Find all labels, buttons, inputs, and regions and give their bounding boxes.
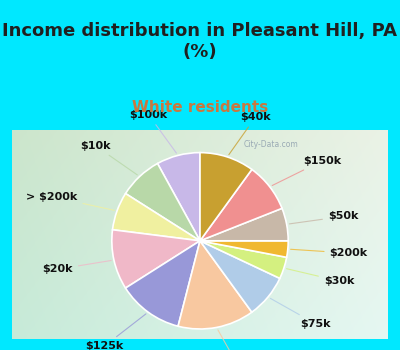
Wedge shape [200, 208, 288, 241]
Text: Income distribution in Pleasant Hill, PA
(%): Income distribution in Pleasant Hill, PA… [2, 22, 398, 61]
Wedge shape [200, 241, 288, 257]
Wedge shape [178, 241, 252, 329]
Text: $20k: $20k [42, 260, 111, 274]
Wedge shape [200, 241, 280, 312]
Text: $75k: $75k [270, 299, 331, 329]
Text: $50k: $50k [289, 211, 358, 224]
Text: $60k: $60k [218, 330, 255, 350]
Text: $150k: $150k [272, 156, 341, 186]
Text: $30k: $30k [286, 269, 354, 286]
Wedge shape [126, 241, 200, 326]
Wedge shape [112, 230, 200, 288]
Wedge shape [112, 194, 200, 241]
Text: $40k: $40k [229, 112, 271, 155]
Wedge shape [126, 163, 200, 241]
Wedge shape [200, 241, 287, 278]
Text: $125k: $125k [85, 314, 146, 350]
Text: > $200k: > $200k [26, 192, 114, 210]
Text: $100k: $100k [130, 110, 176, 153]
Wedge shape [200, 153, 252, 241]
Text: City-Data.com: City-Data.com [244, 140, 299, 149]
Wedge shape [158, 153, 200, 241]
Text: $10k: $10k [80, 141, 137, 175]
Wedge shape [200, 169, 282, 241]
Text: White residents: White residents [132, 100, 268, 115]
Text: $200k: $200k [290, 248, 368, 258]
